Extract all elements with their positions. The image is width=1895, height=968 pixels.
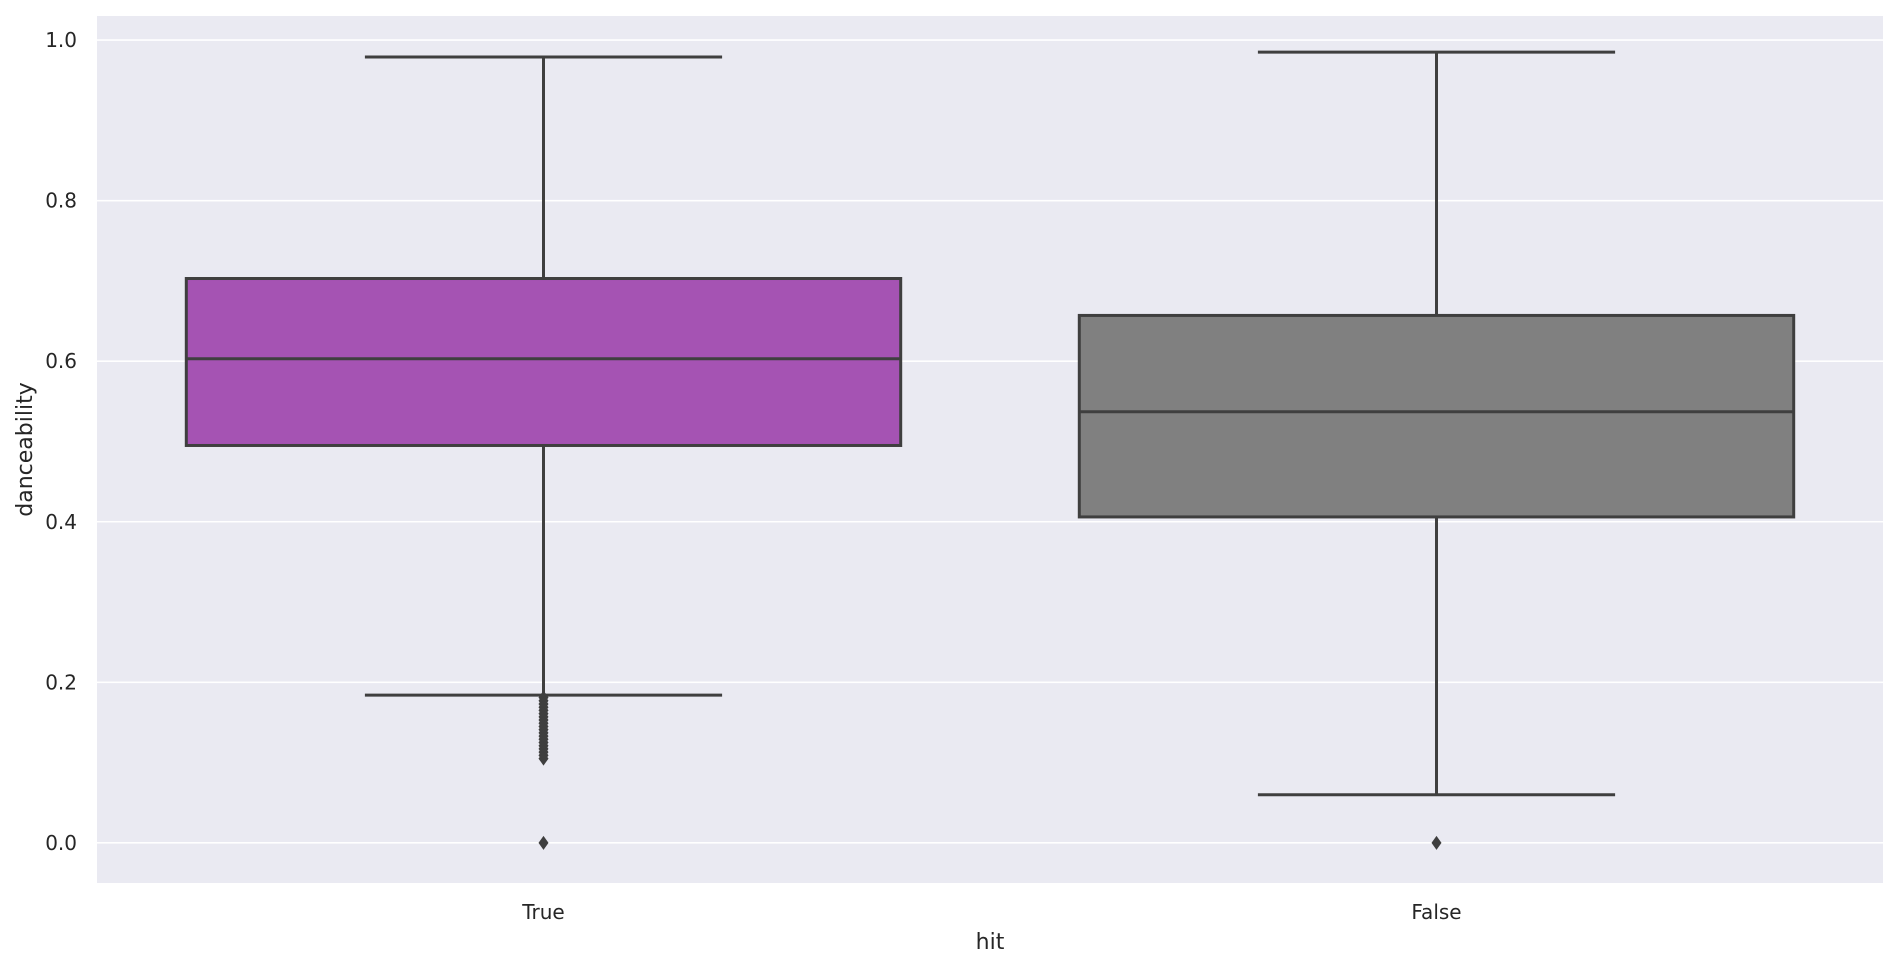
outlier-point — [538, 835, 549, 850]
y-tick-label: 0.8 — [45, 189, 77, 213]
iqr-box — [184, 277, 903, 447]
box-series — [184, 50, 1796, 850]
x-axis-ticks: True False — [521, 900, 1461, 924]
y-axis-ticks: 0.0 0.2 0.4 0.6 0.8 1.0 — [45, 28, 77, 855]
box-false — [1077, 50, 1796, 850]
box-true — [184, 55, 903, 850]
y-tick-label: 0.0 — [45, 831, 77, 855]
x-axis-label: hit — [976, 930, 1005, 955]
iqr-box — [1077, 313, 1796, 519]
x-tick-label: True — [521, 900, 564, 924]
y-tick-label: 0.2 — [45, 670, 77, 694]
y-tick-label: 0.6 — [45, 349, 77, 373]
y-tick-label: 1.0 — [45, 28, 77, 52]
y-tick-label: 0.4 — [45, 510, 77, 534]
x-tick-label: False — [1411, 900, 1461, 924]
outlier-point — [538, 751, 549, 766]
y-axis-label: danceability — [13, 382, 38, 516]
outlier-point — [1431, 835, 1442, 850]
